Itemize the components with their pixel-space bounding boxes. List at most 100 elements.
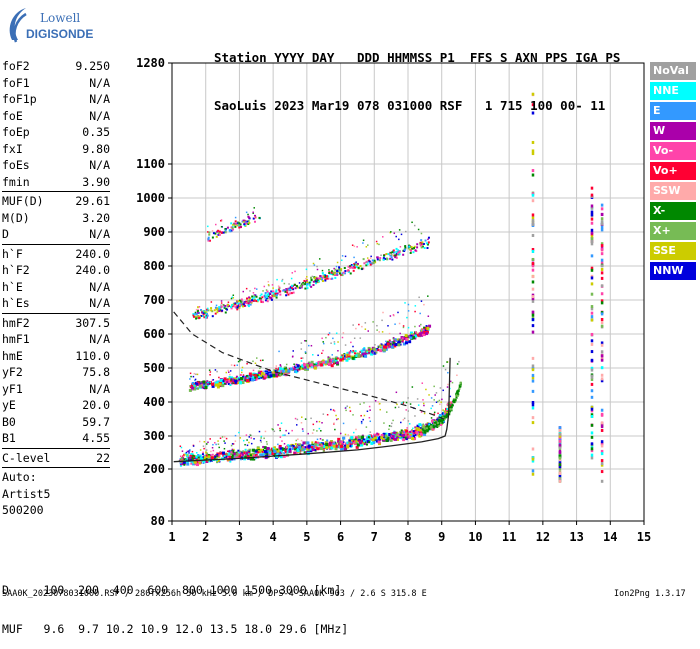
echo-point [207,455,211,459]
echo-point [263,373,266,376]
echo-point [230,455,234,459]
echo-point [334,269,336,271]
echo-point [221,309,224,312]
echo-point [184,453,186,456]
echo-point [238,431,240,434]
echo-point [320,278,323,281]
echo-point [205,311,208,313]
echo-point [331,270,334,273]
echo-point [420,431,423,434]
echo-point [231,443,234,445]
echo-point [390,256,393,259]
svg-text:Lowell: Lowell [40,11,80,25]
echo-point [220,231,223,234]
echo-point [196,463,200,467]
echo-point [269,297,272,300]
echo-point [457,389,460,392]
echo-point [276,449,280,453]
echo-point [313,276,316,279]
echo-point [389,254,392,257]
echo-point [253,295,256,297]
param-row: h`E N/A [2,279,110,296]
echo-point [590,447,594,451]
echo-point [276,453,279,456]
echo-point [531,262,535,266]
echo-point [256,298,259,301]
echo-point [250,378,254,382]
echo-point [246,455,250,459]
echo-point [221,436,224,438]
echo-point [441,419,444,422]
echo-point [205,454,209,458]
echo-point [295,371,298,374]
echo-point [398,253,401,256]
echo-point [189,378,191,380]
x-tick-label: 12 [536,530,550,544]
echo-point [449,407,452,410]
echo-point [310,285,313,288]
echo-point [355,265,358,268]
echo-point [430,425,433,428]
echo-point [531,376,535,380]
echo-point [242,455,245,458]
echo-point [231,225,234,228]
echo-point [198,455,201,458]
echo-point [343,448,347,452]
echo-point [227,303,230,306]
echo-point [426,422,429,425]
echo-point [231,224,234,226]
echo-point [392,249,395,252]
echo-point [448,410,451,413]
echo-point [590,307,594,311]
echo-point [558,467,562,471]
echo-point [180,457,183,460]
echo-point [600,421,604,425]
echo-point [244,443,246,446]
echo-point [357,354,361,358]
echo-point [286,291,289,294]
echo-point [210,307,213,310]
echo-point [412,430,415,433]
echo-point [330,271,333,274]
param-row: foE N/A [2,108,110,125]
echo-point [259,439,262,442]
echo-point [207,307,209,310]
x-tick-label: 15 [637,530,651,544]
echo-point [196,316,199,319]
echo-point [531,299,535,303]
echo-point [225,457,228,460]
echo-point [211,453,214,456]
echo-point [197,306,199,308]
echo-point [395,251,398,254]
echo-point [600,242,604,246]
echo-point [233,223,235,225]
echo-point [207,238,210,241]
echo-point [409,403,412,405]
echo-point [361,325,363,328]
echo-point [218,309,221,312]
param-value: N/A [89,158,110,172]
echo-point [407,326,410,329]
echo-point [418,296,420,299]
echo-point [228,452,231,455]
param-name: h`Es [2,296,30,310]
file-info-footer: SAA0K_2023078031000.RSF / 280fx256h 50 k… [2,589,427,599]
echo-point [370,437,373,440]
echo-point [377,442,381,446]
echo-point [531,330,535,334]
echo-point [409,251,412,254]
echo-point [322,341,324,343]
echo-point [265,289,268,291]
echo-point [357,266,360,269]
echo-point [277,443,279,446]
echo-point [201,311,204,314]
echo-point [384,257,387,260]
echo-point [232,297,235,299]
x-tick-label: 2 [202,530,209,544]
echo-point [590,221,594,225]
echo-point [531,149,535,153]
echo-point [332,271,335,274]
echo-point [362,348,366,352]
echo-point [397,249,400,251]
echo-point [203,440,206,443]
